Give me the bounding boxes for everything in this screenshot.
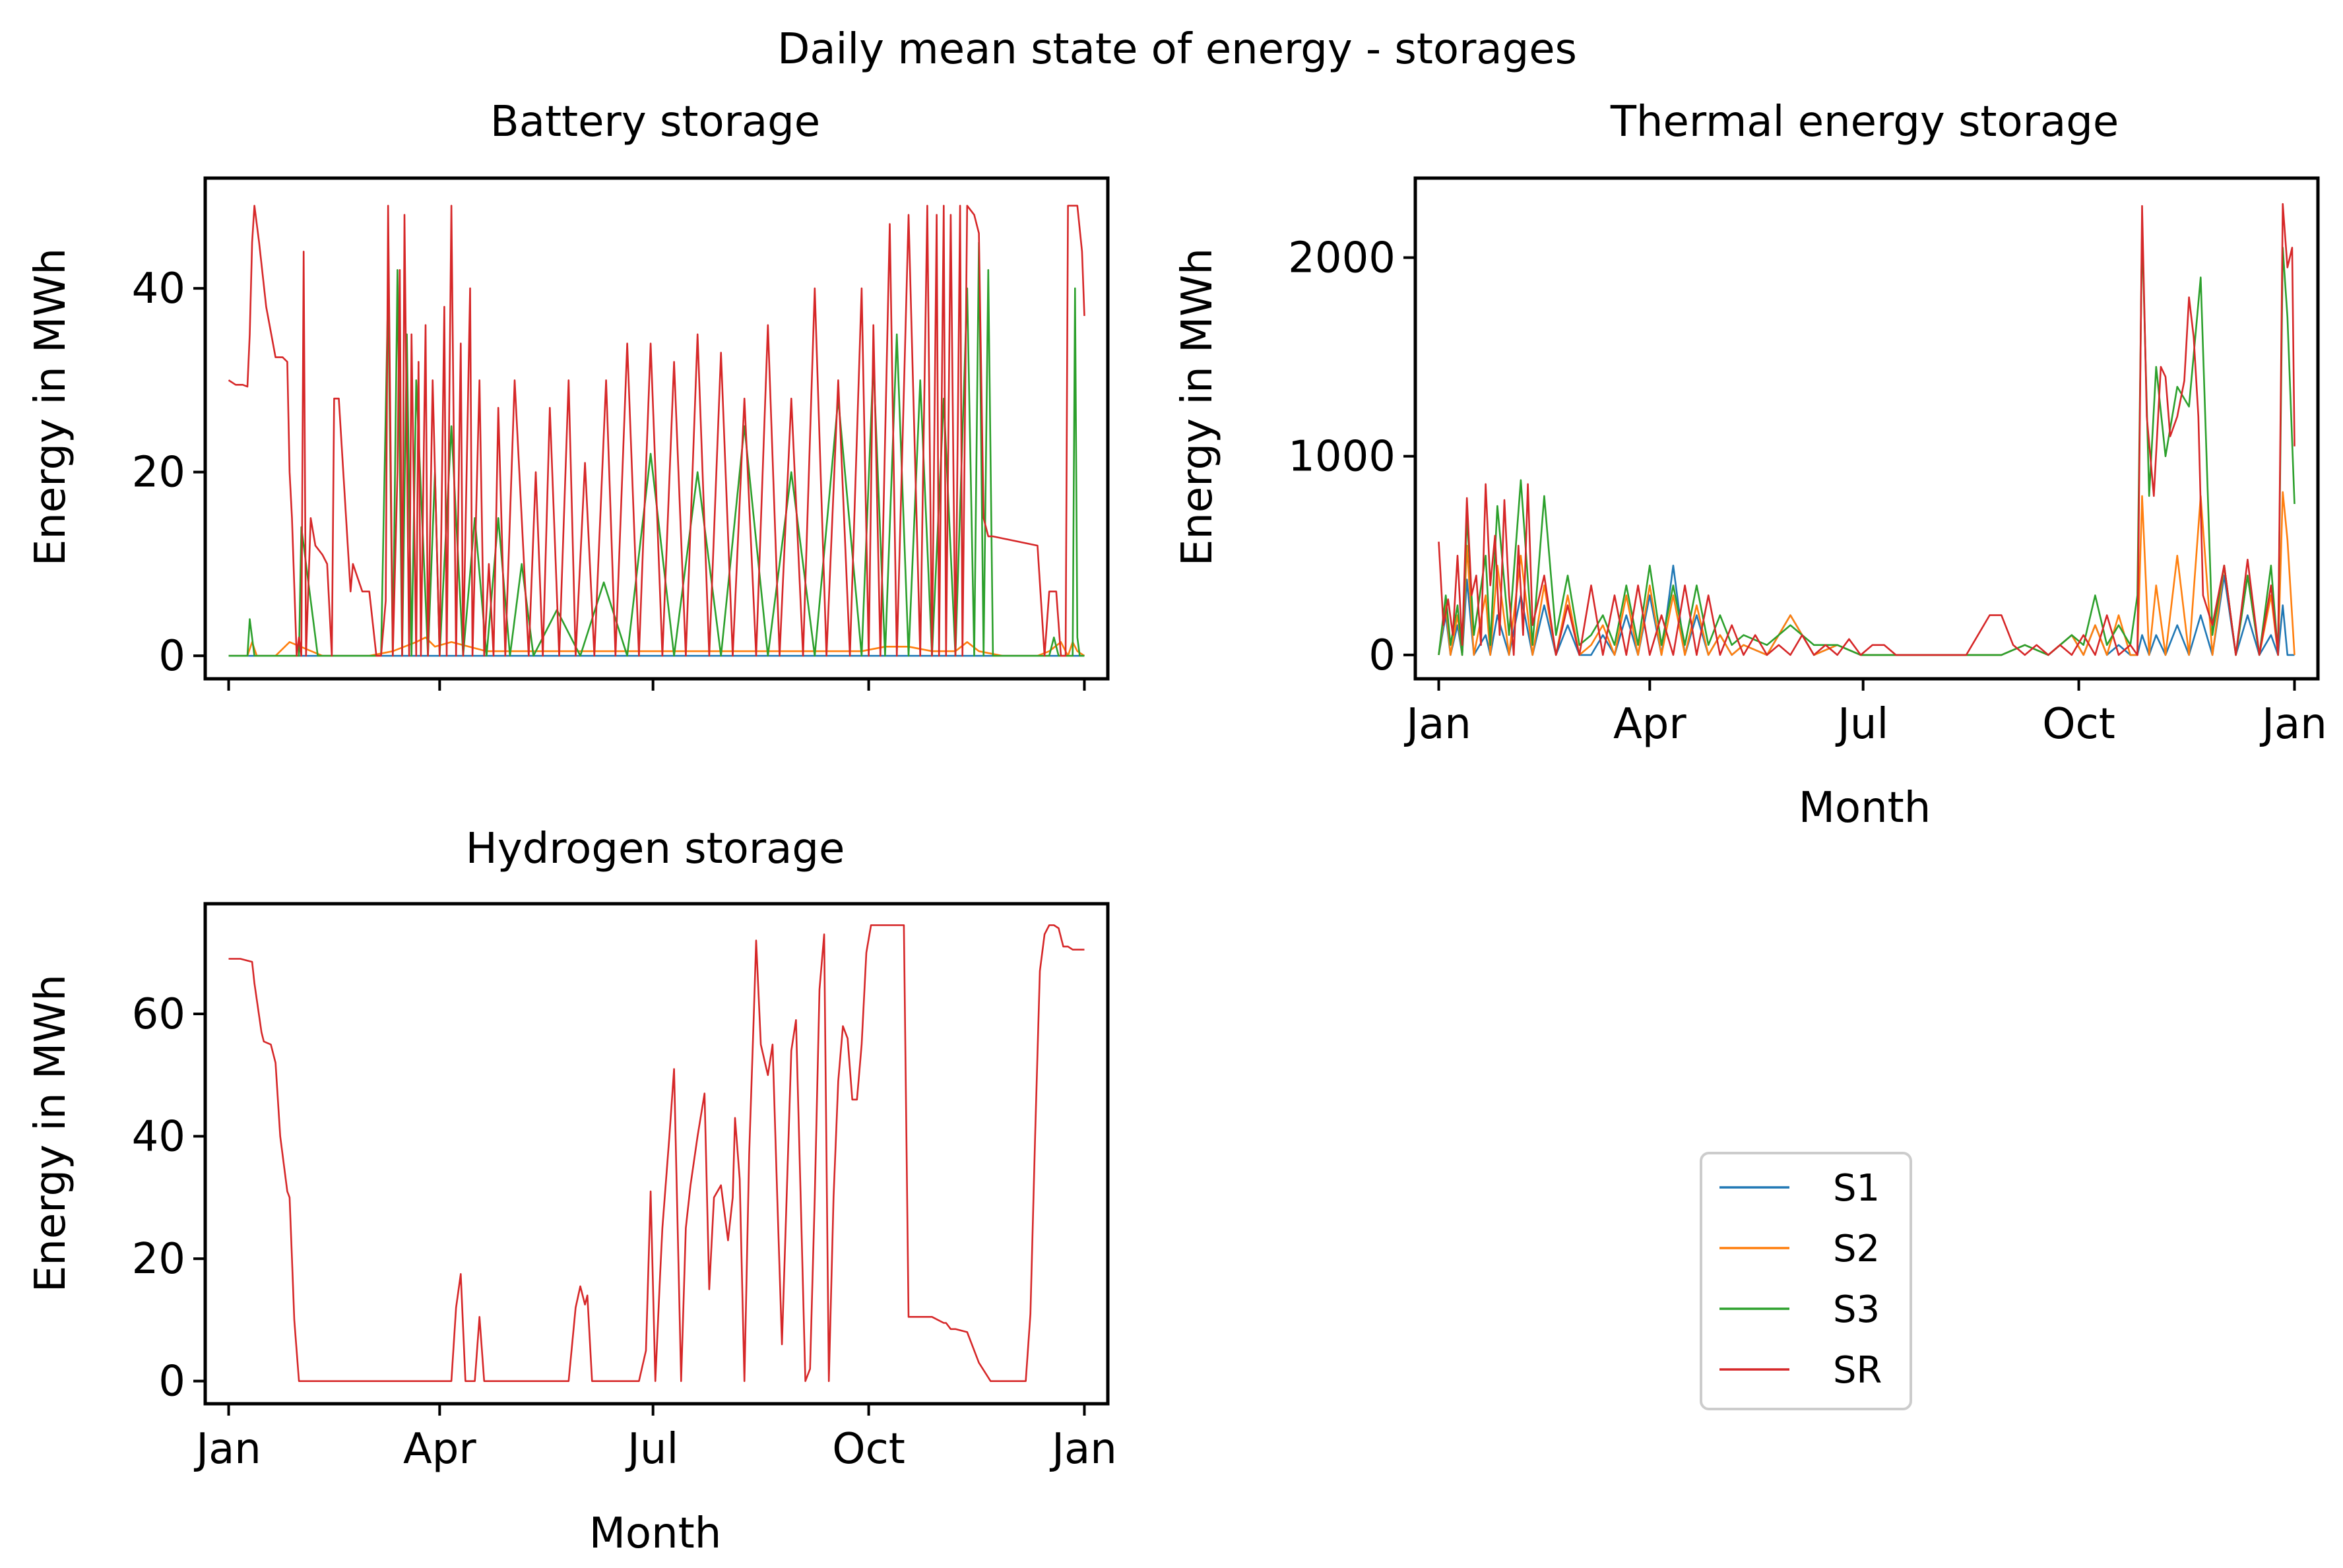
thermal-x-tick-label: Jan: [2259, 700, 2327, 749]
hydrogen-series-sr: [228, 924, 1085, 1382]
battery-storage-panel: Battery storage Energy in MWh 0 20 40: [26, 98, 1110, 691]
thermal-plot-frame: [1413, 176, 2320, 681]
hydrogen-storage-panel: Hydrogen storage Energy in MWh Month Jan…: [26, 825, 1117, 1558]
legend-box: [1700, 1152, 1912, 1410]
thermal-x-ticks: Jan Apr Jul Oct Jan: [1403, 679, 2327, 749]
thermal-series: [1438, 203, 2295, 656]
legend: S1 S2 S3 SR: [1700, 1152, 1912, 1410]
battery-y-axis-label: Energy in MWh: [26, 248, 75, 566]
legend-label-s3: S3: [1833, 1288, 1880, 1331]
thermal-series-s3: [1438, 226, 2295, 656]
hydrogen-x-tick-label: Jul: [625, 1425, 678, 1474]
thermal-y-ticks: 0 1000 2000: [1288, 234, 1415, 680]
legend-label-s1: S1: [1833, 1167, 1880, 1210]
battery-y-tick-label: 20: [132, 449, 185, 497]
thermal-y-tick-label: 1000: [1288, 433, 1396, 482]
battery-series-s3: [228, 241, 1085, 657]
hydrogen-plot-frame: [203, 902, 1110, 1406]
battery-panel-title: Battery storage: [490, 98, 820, 146]
thermal-x-tick-label: Jul: [1835, 700, 1888, 749]
thermal-y-tick-label: 0: [1368, 631, 1396, 680]
hydrogen-x-axis-label: Month: [589, 1509, 722, 1558]
hydrogen-x-tick-label: Jan: [1049, 1425, 1117, 1474]
hydrogen-x-ticks: Jan Apr Jul Oct Jan: [193, 1404, 1117, 1474]
hydrogen-panel-title: Hydrogen storage: [466, 825, 845, 873]
hydrogen-y-tick-label: 0: [158, 1358, 185, 1406]
thermal-x-tick-label: Jan: [1403, 700, 1471, 749]
thermal-series-s2: [1438, 491, 2295, 656]
thermal-panel-title: Thermal energy storage: [1610, 98, 2119, 146]
battery-y-ticks: 0 20 40: [132, 265, 205, 681]
thermal-x-axis-label: Month: [1799, 784, 1931, 832]
battery-plot-frame: [203, 176, 1110, 681]
hydrogen-y-tick-label: 60: [132, 990, 185, 1039]
hydrogen-y-ticks: 0 20 40 60: [132, 990, 205, 1406]
battery-series-sr: [228, 204, 1085, 657]
thermal-series-sr: [1438, 203, 2295, 656]
thermal-y-tick-label: 2000: [1288, 234, 1396, 282]
figure-title: Daily mean state of energy - storages: [777, 25, 1577, 74]
thermal-y-axis-label: Energy in MWh: [1173, 248, 1222, 566]
thermal-storage-panel: Thermal energy storage Energy in MWh Mon…: [1173, 98, 2327, 832]
hydrogen-y-tick-label: 40: [132, 1113, 185, 1162]
battery-y-tick-label: 0: [158, 632, 185, 681]
battery-y-tick-label: 40: [132, 265, 185, 313]
hydrogen-x-tick-label: Jan: [193, 1425, 261, 1474]
thermal-x-tick-label: Oct: [2042, 700, 2115, 749]
legend-label-s2: S2: [1833, 1228, 1880, 1270]
hydrogen-series: [228, 924, 1085, 1382]
hydrogen-x-tick-label: Apr: [403, 1425, 476, 1474]
legend-label-sr: SR: [1833, 1349, 1882, 1392]
hydrogen-y-axis-label: Energy in MWh: [26, 974, 75, 1292]
hydrogen-x-tick-label: Oct: [832, 1425, 905, 1474]
battery-series: [228, 204, 1085, 657]
battery-x-ticks: [227, 679, 1086, 691]
hydrogen-y-tick-label: 20: [132, 1235, 185, 1284]
thermal-x-tick-label: Apr: [1613, 700, 1686, 749]
